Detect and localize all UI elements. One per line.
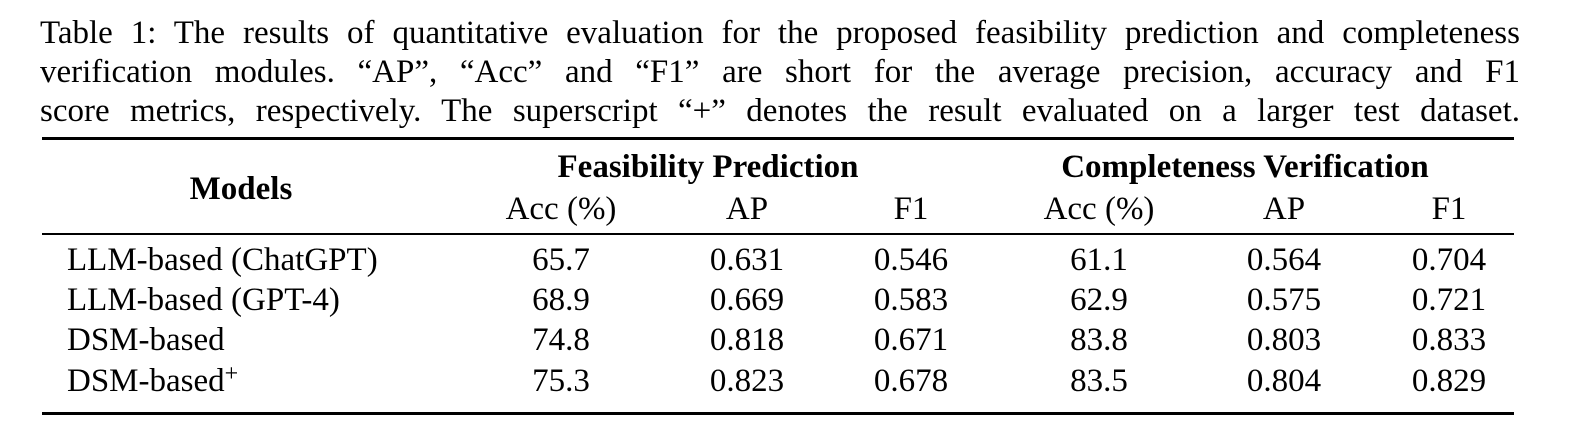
table-row-model: LLM-based (GPT-4) [67, 282, 340, 318]
table-cell: 0.631 [709, 242, 785, 278]
table-cell: 74.8 [532, 322, 590, 358]
subheader-ap-completeness: AP [1262, 191, 1306, 227]
subheader-acc-feasibility: Acc (%) [505, 191, 617, 227]
table-cell: 0.564 [1246, 242, 1322, 278]
table-cell: 0.833 [1411, 322, 1487, 358]
table-cell: 83.5 [1070, 363, 1128, 399]
subheader-ap-feasibility: AP [725, 191, 769, 227]
table-cell: 0.721 [1411, 282, 1487, 318]
table-row-model: LLM-based (ChatGPT) [67, 242, 378, 278]
table-cell: 0.823 [709, 363, 785, 399]
table-cell: 83.8 [1070, 322, 1128, 358]
table-cell: 61.1 [1070, 242, 1128, 278]
subheader-f1-feasibility: F1 [893, 191, 929, 227]
caption-line: verification modules. “AP”, “Acc” and “F… [40, 54, 1520, 90]
table-row-model: DSM-based+ [67, 362, 238, 400]
table-row-model: DSM-based [67, 322, 225, 358]
table-caption: Table 1: The results of quantitative eva… [40, 14, 1520, 131]
subheader-f1-completeness: F1 [1431, 191, 1467, 227]
table-cell: 0.818 [709, 322, 785, 358]
caption-line: score metrics, respectively. The supersc… [40, 93, 1520, 129]
table-cell: 0.583 [873, 282, 949, 318]
table-cell: 0.803 [1246, 322, 1322, 358]
group-header-feasibility: Feasibility Prediction [557, 149, 859, 185]
superscript-plus: + [224, 361, 239, 387]
table-cell: 0.829 [1411, 363, 1487, 399]
models-header: Models [189, 171, 293, 207]
table-header-rule [42, 233, 1514, 235]
caption-line: Table 1: The results of quantitative eva… [40, 15, 1520, 51]
table-cell: 0.671 [873, 322, 949, 358]
subheader-acc-completeness: Acc (%) [1043, 191, 1155, 227]
model-name: DSM-based [67, 363, 225, 399]
table-cell: 0.678 [873, 363, 949, 399]
table-cell: 0.669 [709, 282, 785, 318]
table-cell: 65.7 [532, 242, 590, 278]
table-cell: 68.9 [532, 282, 590, 318]
table-cell: 0.575 [1246, 282, 1322, 318]
group-header-completeness: Completeness Verification [1061, 149, 1429, 185]
table-cell: 62.9 [1070, 282, 1128, 318]
table-top-rule [42, 137, 1514, 140]
table-cell: 0.804 [1246, 363, 1322, 399]
table-bottom-rule [42, 412, 1514, 415]
table-cell: 0.704 [1411, 242, 1487, 278]
table-cell: 0.546 [873, 242, 949, 278]
table-cell: 75.3 [532, 363, 590, 399]
